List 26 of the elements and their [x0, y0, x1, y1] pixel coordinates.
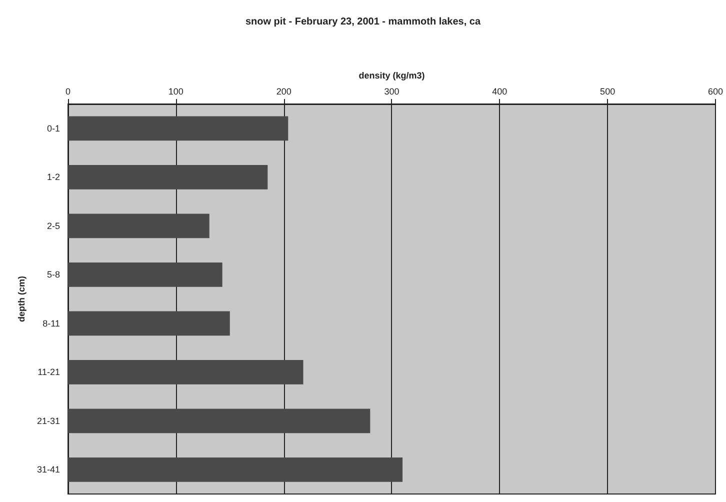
y-tick-label: 21-31 [36, 416, 60, 426]
x-tick-label: 500 [600, 86, 616, 96]
bar [68, 457, 403, 482]
y-tick-label: 8-11 [42, 318, 60, 328]
y-tick-label: 0-1 [46, 123, 60, 134]
y-tick-label: 2-5 [46, 220, 60, 231]
chart-title: snow pit - February 23, 2001 - mammoth lakes, ca [245, 16, 481, 28]
x-tick-label: 200 [276, 86, 292, 96]
y-tick-label: 11-21 [38, 367, 60, 378]
x-axis-title: density (kg/m3) [358, 70, 425, 80]
bar [68, 116, 288, 141]
x-tick-label: 0 [65, 86, 71, 96]
bar [68, 360, 304, 384]
bar [68, 262, 222, 287]
bar [68, 408, 370, 434]
bar [68, 311, 230, 336]
y-axis-title: depth (cm) [16, 276, 27, 322]
x-tick-label: 400 [492, 86, 508, 96]
bar [68, 214, 210, 238]
y-tick-label: 5-8 [46, 270, 60, 280]
x-tick-label: 600 [708, 86, 724, 96]
x-tick-label: 100 [168, 86, 184, 96]
y-tick-label: 1-2 [46, 172, 60, 182]
bar [68, 164, 268, 190]
x-tick-label: 300 [384, 86, 400, 96]
y-tick-label: 31-41 [36, 464, 60, 475]
